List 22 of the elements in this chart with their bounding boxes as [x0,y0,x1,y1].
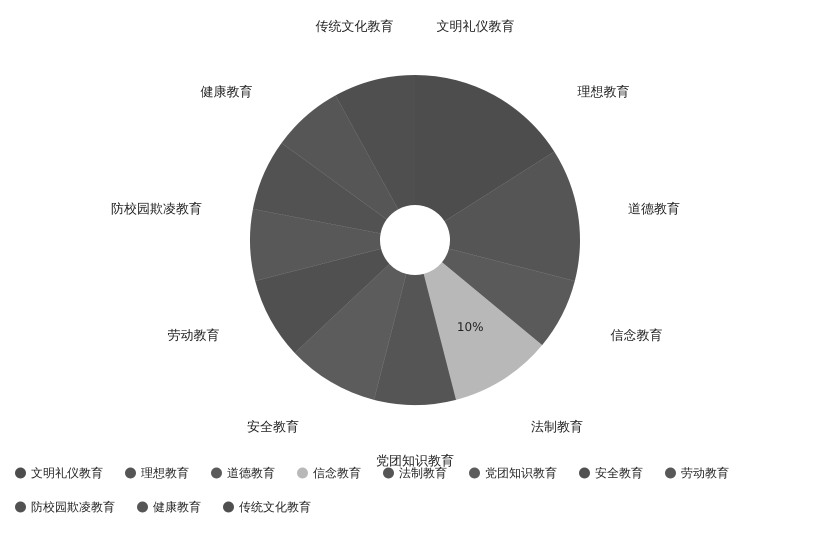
legend-label: 文明礼仪教育 [31,466,103,480]
legend-label: 劳动教育 [681,466,729,480]
legend-label: 健康教育 [153,500,201,514]
category-label: 道德教育 [628,202,680,217]
category-label: 法制教育 [531,420,584,435]
legend-label: 法制教育 [399,466,447,480]
data-label: 10% [456,320,484,334]
legend-label: 防校园欺凌教育 [31,500,115,514]
slice-label: 文明礼仪教育 [436,18,515,35]
category-label: 劳动教育 [167,328,220,344]
legend-label: 理想教育 [141,466,189,480]
legend-label: 安全教育 [595,466,643,480]
legend-label: 信念教育 [313,466,361,480]
category-label: 安全教育 [246,420,299,435]
category-label: 理想教育 [577,85,630,100]
category-label: 健康教育 [200,85,253,100]
legend-label: 党团知识教育 [485,466,557,480]
category-label: 防校园欺凌教育 [111,202,202,217]
legend-label: 道德教育 [227,466,275,480]
legend-label: 传统文化教育 [239,500,311,514]
category-label: 信念教育 [610,328,663,344]
category-label: 传统文化教育 [315,20,394,35]
